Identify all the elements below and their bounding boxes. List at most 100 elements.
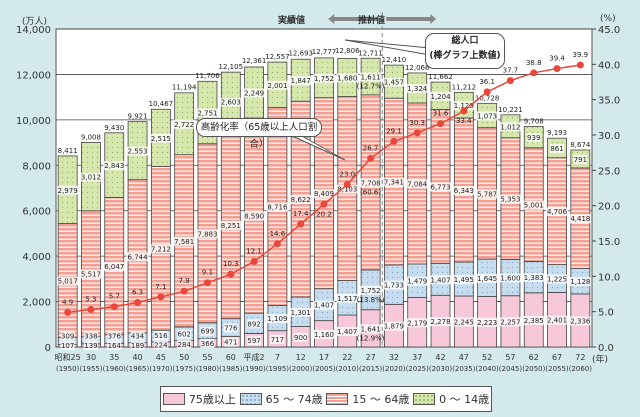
y2-tick-label: 5.0 (598, 308, 614, 319)
value-label-bg (56, 185, 79, 195)
value-label-bg (522, 273, 545, 283)
value-label-bg (499, 317, 522, 327)
x-tick-year: (2035) (452, 365, 476, 373)
aging-rate-point (553, 65, 561, 73)
value-label-bg (79, 269, 102, 279)
value-label-bg (219, 220, 242, 230)
aging-rate-label: 37.7 (503, 67, 519, 75)
value-label-bg (270, 334, 285, 344)
value-label-bg (382, 77, 405, 87)
value-label: 2,722 (174, 121, 194, 129)
aging-rate-label: 5.7 (109, 293, 120, 301)
value-label-bg (173, 119, 196, 129)
x-tick-year: (1980) (196, 365, 220, 373)
x-tick-label: 32 (389, 353, 399, 362)
y2-tick-label: 35.0 (598, 96, 620, 107)
legend-swatch (413, 393, 436, 405)
value-label-bg (289, 195, 312, 205)
x-tick-label: 12 (296, 353, 306, 362)
aging-rate-label: 9.1 (202, 269, 213, 277)
total-label: 12,066 (405, 64, 430, 72)
value-label: 4,418 (570, 215, 590, 223)
total-label: 9,193 (547, 129, 567, 137)
y-tick-label: 8,000 (22, 161, 51, 172)
value-label-bg (149, 133, 172, 143)
value-label: 2,278 (430, 318, 450, 326)
value-label-bg (83, 331, 98, 341)
value-label-bg (196, 108, 219, 118)
value-label: 5,353 (500, 196, 520, 204)
value-label-bg (266, 314, 289, 324)
value-label-bg (103, 161, 126, 171)
value-label: 6,773 (430, 183, 450, 191)
value-label-bg (313, 73, 335, 83)
total-label: 8,674 (570, 141, 591, 149)
value-label: 1,495 (454, 276, 474, 284)
x-tick-label: 42 (435, 353, 445, 362)
value-label-bg (382, 177, 405, 187)
total-label: 9,430 (104, 124, 124, 132)
value-label: 5,017 (58, 278, 78, 286)
total-label: 10,467 (149, 100, 174, 108)
x-tick-label: 17 (319, 353, 329, 362)
value-label: 1,407 (430, 276, 450, 284)
value-label: 602 (177, 331, 190, 339)
value-label: 7,212 (151, 245, 171, 253)
x-tick-label: 50 (179, 353, 189, 362)
projection-label: 推計値 (358, 16, 386, 26)
aging-rate-point (367, 154, 375, 162)
value-label-bg (546, 207, 569, 217)
value-label: 107 (61, 342, 74, 350)
aging-rate-label: 39.9 (573, 51, 589, 59)
value-label: 2,001 (267, 82, 287, 90)
x-tick-label: 60 (226, 353, 236, 362)
x-tick-year: (1970) (149, 365, 173, 373)
y2-tick-label: 30.0 (598, 131, 620, 142)
value-label-bg (499, 273, 522, 283)
value-label: 1,879 (384, 323, 404, 331)
value-label: 2,223 (477, 319, 497, 327)
value-label-bg (153, 330, 168, 340)
y-tick-label: 10,000 (16, 116, 51, 127)
legend-swatch (239, 393, 262, 405)
x-tick-year: (1965) (126, 365, 150, 373)
value-label: 900 (294, 334, 307, 342)
aging-rate-point (460, 107, 468, 115)
aging-rate-callout: 高齢化率（65歳以上人口割合） (196, 118, 322, 150)
x-tick-label: 55 (202, 353, 212, 362)
value-label: 2,603 (221, 99, 241, 107)
value-label-bg (526, 133, 541, 143)
value-label: 8,409 (314, 190, 334, 198)
total-label: 12,693 (288, 50, 313, 58)
value-label-bg (476, 189, 499, 199)
x-tick-label: 35 (109, 353, 119, 362)
x-tick-label: 67 (552, 353, 562, 362)
value-label: 5,787 (477, 190, 497, 198)
percent-annotation: (12.7%) (357, 83, 385, 91)
x-tick-year: (2020) (382, 365, 406, 373)
value-label: 2,751 (197, 110, 217, 118)
value-label: 139 (84, 342, 97, 350)
value-label: 1,407 (314, 302, 334, 310)
aging-rate-label: 26.7 (363, 144, 379, 152)
legend-label: 65 ～ 74歳 (265, 393, 323, 406)
value-label: 8,251 (221, 222, 241, 230)
value-label-bg (406, 179, 429, 189)
value-label: 1,012 (500, 123, 520, 131)
legend-swatch (162, 393, 185, 405)
legend-swatch (326, 393, 349, 405)
total-label: 11,706 (195, 72, 220, 80)
x-tick-label: 72 (575, 353, 585, 362)
x-tick-year: (2030) (429, 365, 453, 373)
value-label-bg (476, 317, 499, 327)
aging-rate-point (343, 180, 351, 188)
aging-rate-label: 6.3 (132, 288, 143, 296)
value-label: 2,336 (570, 317, 591, 325)
value-label: 1,225 (547, 276, 567, 284)
aging-rate-point (413, 129, 421, 137)
aging-rate-point (320, 200, 328, 208)
value-label: 1,752 (314, 75, 334, 83)
legend-item-0-14: 0 ～ 14歳 (413, 391, 489, 407)
value-label-bg (359, 72, 382, 82)
